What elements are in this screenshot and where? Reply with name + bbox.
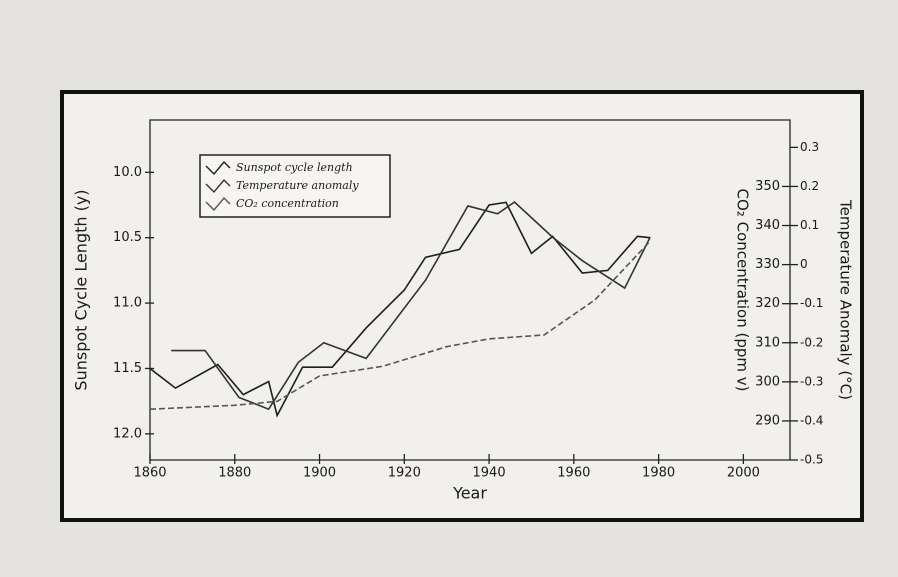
legend-swatch [205,196,231,212]
y2-tick-label: 340 [755,218,780,233]
series-line [149,201,651,418]
y3-tick-label: -0.5 [800,453,823,467]
legend-box [199,154,391,218]
y-tick-label: 10.5 [113,230,142,245]
y-axis-label: Sunspot Cycle Length (y) [72,189,91,390]
x-axis-label: Year [452,484,487,503]
y3-tick-label: 0.2 [800,179,819,193]
series-line [149,240,651,410]
x-tick-label: 2000 [727,466,760,481]
y3-tick-label: -0.3 [800,374,823,388]
y2-tick-label: 300 [755,374,780,389]
x-tick-label: 1940 [473,466,506,481]
figure-frame [60,90,864,522]
x-tick-label: 1920 [388,466,421,481]
y2-tick-label: 320 [755,296,780,311]
y3-tick-label: 0.3 [800,140,819,154]
x-tick-label: 1860 [133,466,166,481]
y3-tick-label: 0 [800,257,808,271]
y-tick-label: 10.0 [113,165,142,180]
y3-axis-label: Temperature Anomaly (°C) [837,199,855,400]
y2-axis-label: CO₂ Concentration (ppm v) [734,189,752,392]
y3-tick-label: -0.4 [800,413,823,427]
y2-tick-label: 330 [755,257,780,272]
legend-swatch [205,178,231,194]
x-tick-label: 1980 [642,466,675,481]
legend-label: Temperature anomaly [236,179,359,192]
legend-swatch [205,160,231,176]
legend-label: Sunspot cycle length [236,161,353,174]
x-tick-label: 1880 [218,466,251,481]
y2-tick-label: 350 [755,179,780,194]
legend-label: CO₂ concentration [236,197,339,210]
y3-tick-label: -0.2 [800,335,823,349]
y-tick-label: 11.5 [113,361,142,376]
y2-tick-label: 290 [755,413,780,428]
y-tick-label: 11.0 [113,296,142,311]
plot-frame [149,119,791,460]
y-tick-label: 12.0 [113,426,142,441]
x-tick-label: 1960 [557,466,590,481]
series-line [171,201,651,411]
x-tick-label: 1900 [303,466,336,481]
y3-tick-label: 0.1 [800,218,819,232]
y3-tick-label: -0.1 [800,296,823,310]
y2-tick-label: 310 [755,335,780,350]
